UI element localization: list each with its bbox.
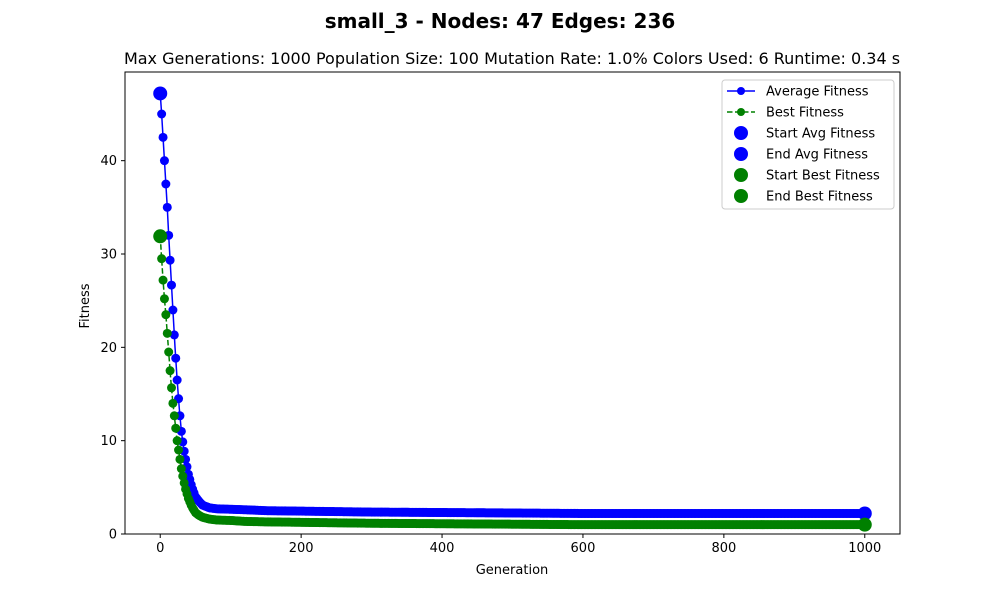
y-tick-label: 30 bbox=[100, 248, 117, 263]
x-axis-label: Generation bbox=[476, 563, 549, 578]
legend-label: End Best Fitness bbox=[766, 190, 873, 205]
best-fitness-series bbox=[155, 231, 870, 530]
average-fitness-marker bbox=[172, 375, 182, 385]
legend: Average Fitness Best Fitness Start Avg Fit… bbox=[721, 79, 895, 210]
ticks-layer: 0 200 400 600 800 1000 0 10 20 30 40 bbox=[100, 154, 881, 556]
legend-box bbox=[721, 79, 895, 210]
best-fitness-marker bbox=[176, 464, 186, 474]
legend-entry-end-avg-fitness: End Avg Fitness bbox=[734, 147, 868, 163]
best-fitness-marker bbox=[158, 275, 168, 285]
legend-marker-swatch bbox=[737, 87, 745, 95]
series-layer bbox=[155, 88, 870, 530]
best-fitness-marker bbox=[167, 383, 176, 393]
end-avg-fitness-point bbox=[857, 506, 872, 521]
legend-marker-swatch bbox=[737, 108, 745, 116]
legend-entry-best-fitness: Best Fitness bbox=[727, 106, 844, 121]
average-fitness-marker bbox=[171, 353, 181, 363]
y-tick-label: 40 bbox=[100, 154, 117, 169]
average-fitness-marker bbox=[159, 156, 169, 166]
legend-label: Start Best Fitness bbox=[766, 169, 880, 184]
x-tick-label: 200 bbox=[289, 541, 314, 556]
average-fitness-marker bbox=[158, 132, 168, 142]
figure-title: small_3 - Nodes: 47 Edges: 236 bbox=[325, 9, 676, 33]
average-fitness-marker bbox=[165, 255, 175, 265]
average-fitness-series bbox=[155, 88, 870, 518]
y-tick-label: 10 bbox=[100, 434, 117, 449]
y-tick-label: 20 bbox=[100, 341, 117, 356]
legend-label: Best Fitness bbox=[766, 106, 844, 121]
legend-label: Start Avg Fitness bbox=[766, 127, 875, 142]
best-fitness-marker bbox=[164, 347, 174, 357]
legend-label: End Avg Fitness bbox=[766, 148, 868, 163]
start-best-fitness-point bbox=[153, 229, 168, 244]
start-avg-fitness-point bbox=[153, 86, 168, 101]
best-fitness-marker bbox=[172, 436, 182, 446]
y-axis-label: Fitness bbox=[78, 283, 93, 328]
legend-dot-swatch bbox=[734, 147, 748, 161]
y-tick-label: 0 bbox=[109, 528, 117, 543]
best-fitness-marker bbox=[175, 454, 185, 464]
average-fitness-marker bbox=[161, 179, 171, 189]
best-fitness-marker bbox=[169, 411, 179, 421]
legend-entry-start-avg-fitness: Start Avg Fitness bbox=[734, 126, 875, 142]
best-fitness-marker bbox=[161, 310, 171, 320]
best-fitness-marker bbox=[162, 328, 172, 338]
best-fitness-marker bbox=[171, 423, 181, 433]
average-fitness-marker bbox=[168, 305, 178, 315]
average-fitness-marker bbox=[167, 280, 176, 290]
x-tick-label: 400 bbox=[430, 541, 455, 556]
legend-entry-start-best-fitness: Start Best Fitness bbox=[734, 168, 880, 184]
legend-entry-average-fitness: Average Fitness bbox=[727, 85, 869, 100]
x-tick-label: 800 bbox=[711, 541, 736, 556]
average-fitness-marker bbox=[162, 202, 172, 212]
best-fitness-marker bbox=[157, 254, 167, 264]
best-fitness-line bbox=[159, 236, 865, 526]
average-fitness-marker bbox=[169, 330, 179, 340]
best-fitness-marker bbox=[165, 366, 175, 376]
legend-label: Average Fitness bbox=[766, 85, 869, 100]
plot-frame bbox=[124, 71, 901, 535]
legend-dot-swatch bbox=[734, 126, 748, 140]
x-tick-label: 1000 bbox=[848, 541, 881, 556]
average-fitness-marker bbox=[157, 109, 167, 119]
x-tick-label: 0 bbox=[156, 541, 164, 556]
end-best-fitness-point bbox=[857, 517, 872, 532]
legend-entry-end-best-fitness: End Best Fitness bbox=[734, 189, 873, 205]
legend-dot-swatch bbox=[734, 189, 748, 203]
best-fitness-marker bbox=[168, 398, 178, 408]
x-tick-label: 600 bbox=[571, 541, 596, 556]
chart-subtitle: Max Generations: 1000 Population Size: 1… bbox=[124, 49, 900, 68]
best-fitness-marker bbox=[159, 294, 169, 304]
best-fitness-marker bbox=[178, 471, 188, 481]
legend-dot-swatch bbox=[734, 168, 748, 182]
best-fitness-marker bbox=[174, 445, 184, 455]
highlight-layer bbox=[153, 86, 872, 532]
